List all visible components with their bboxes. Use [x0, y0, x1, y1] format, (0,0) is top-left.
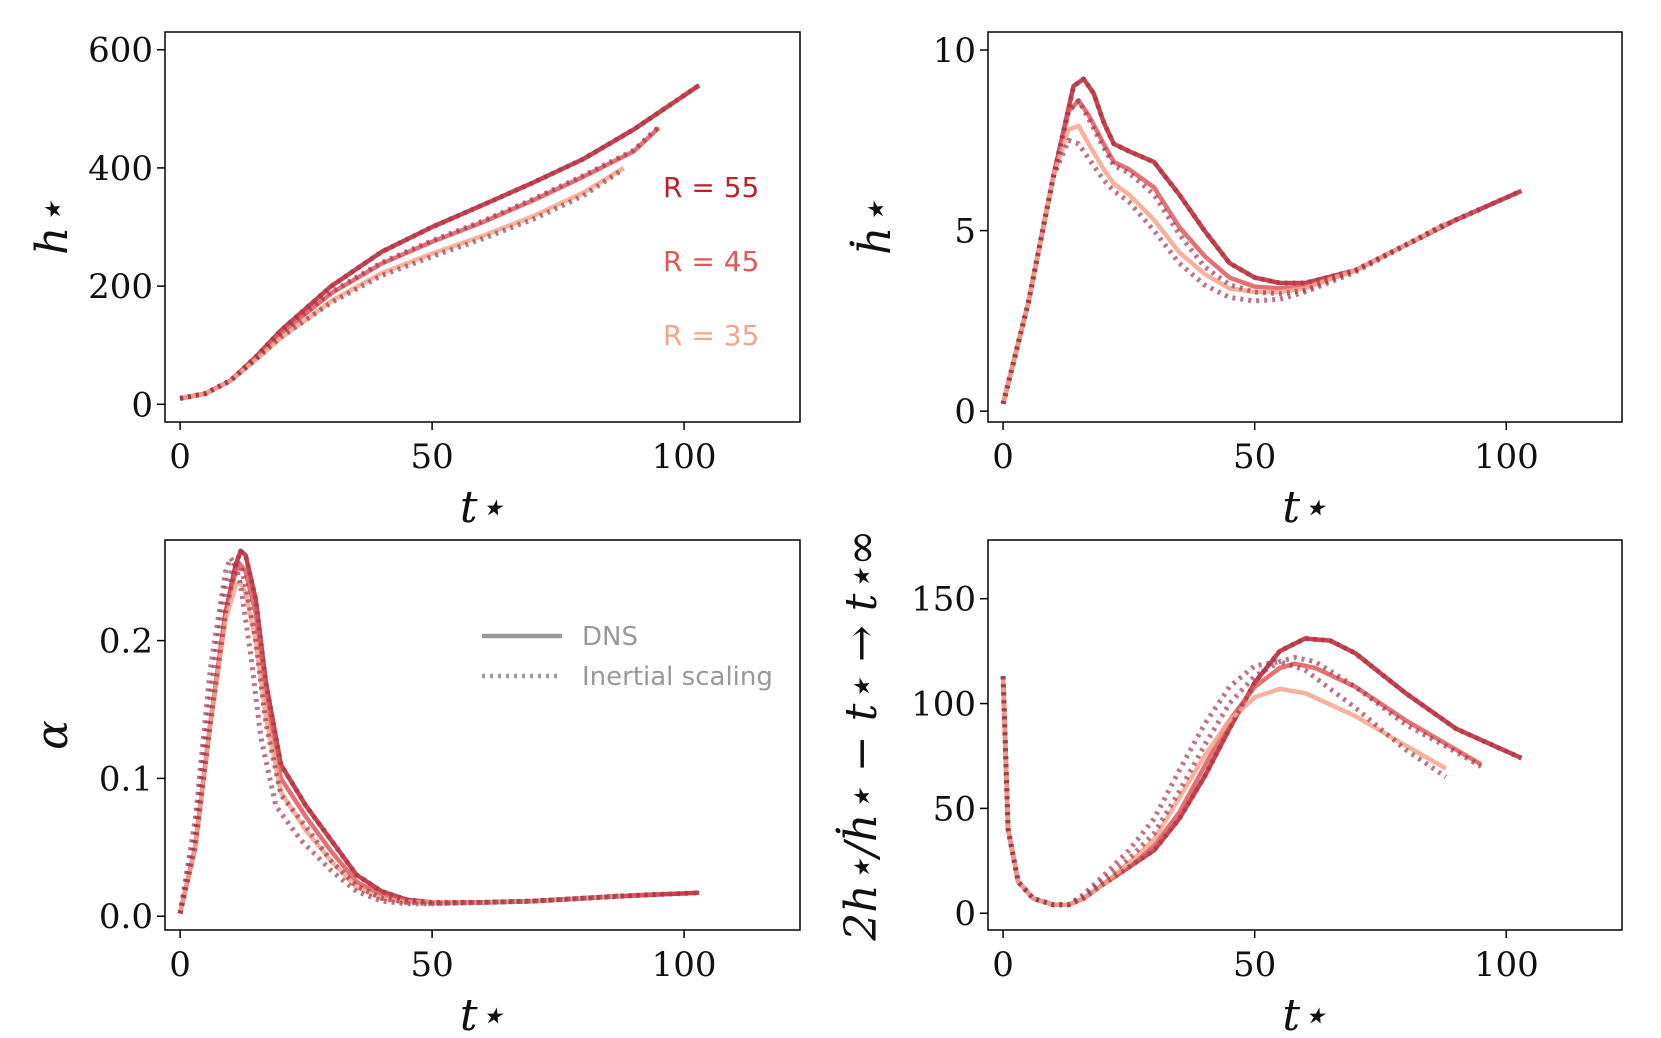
x-tick-label: 100 — [1474, 437, 1539, 477]
series-line-R55-inertial — [177, 548, 700, 915]
y-tick-label: 50 — [933, 789, 976, 829]
legend-entry-label: Inertial scaling — [582, 662, 773, 692]
y-tick-label: 200 — [88, 267, 153, 307]
series-line-R45-dns — [1000, 98, 1482, 405]
x-tick-label: 0 — [169, 437, 191, 477]
r-annotation: R = 55 — [663, 171, 759, 204]
y-axis-label: α — [27, 720, 78, 750]
x-tick-label: 50 — [410, 437, 453, 477]
panel-2: 0 50 100 0 5 10 t⋆ ḣ⋆ — [848, 31, 1623, 533]
axes-frame — [987, 31, 1623, 423]
y-tick-label: 0.1 — [99, 759, 153, 799]
axes-frame — [164, 539, 801, 931]
series-line-R35-dns — [1000, 123, 1447, 405]
y-axis-label: 2h⋆/ḣ⋆ − t⋆ → t⋆∞ — [834, 529, 887, 941]
y-axis-label: ḣ⋆ — [848, 199, 901, 255]
x-tick-label: 50 — [1233, 437, 1276, 477]
y-tick-label: 0.0 — [99, 897, 153, 937]
y-tick-label: 0 — [954, 392, 976, 432]
y-tick-label: 150 — [911, 580, 976, 620]
r-annotation: R = 35 — [663, 319, 759, 352]
legend: DNS Inertial scaling — [482, 622, 773, 692]
y-tick-label: 100 — [911, 685, 976, 725]
panel-1: 0 50 100 0 200 400 600 t⋆ h⋆ R = 55 R = 45 R = 35 — [27, 31, 801, 533]
series-line-R45-inertial — [1000, 654, 1483, 908]
y-tick-label: 0 — [954, 894, 976, 934]
x-tick-label: 50 — [1233, 945, 1276, 985]
y-tick-label: 10 — [933, 31, 976, 71]
y-tick-label: 0 — [131, 385, 153, 425]
series-line-R35-dns — [1000, 676, 1448, 908]
panel-4: 0 50 100 0 50 100 150 t⋆ 2h⋆/ḣ⋆ − t⋆ → t⋆∞ — [834, 529, 1623, 1038]
y-tick-label: 600 — [88, 31, 153, 71]
x-axis-label: t⋆ — [1282, 482, 1327, 533]
r-annotation: R = 45 — [663, 245, 759, 278]
series-line-R35-inertial — [179, 167, 625, 401]
y-tick-label: 5 — [954, 212, 976, 252]
series-line-R35-dns — [177, 580, 624, 915]
axes-frame — [987, 539, 1623, 931]
series-line-R55-inertial — [1000, 76, 1523, 405]
x-tick-label: 0 — [169, 945, 191, 985]
y-axis-label: h⋆ — [27, 199, 78, 255]
x-axis-label: t⋆ — [460, 990, 505, 1038]
panel-3: 0 50 100 0.0 0.1 0.2 t⋆ α DNS Inertial scaling — [27, 539, 801, 1038]
x-tick-label: 0 — [992, 437, 1014, 477]
x-tick-label: 100 — [652, 945, 717, 985]
x-axis-label: t⋆ — [460, 482, 505, 533]
x-tick-label: 100 — [1474, 945, 1539, 985]
axes-frame — [164, 31, 801, 423]
series-line-R35-inertial — [1000, 137, 1448, 405]
x-axis-label: t⋆ — [1282, 990, 1327, 1038]
y-tick-label: 0.2 — [99, 622, 153, 662]
series-line-R45-inertial — [179, 124, 661, 401]
series-line-R35-inertial — [1000, 659, 1448, 908]
y-tick-label: 400 — [88, 149, 153, 189]
series-line-R35-inertial — [177, 555, 624, 914]
x-tick-label: 50 — [410, 945, 453, 985]
legend-entry-label: DNS — [582, 622, 638, 652]
series-line-R55-dns — [179, 83, 701, 401]
x-tick-label: 0 — [992, 945, 1014, 985]
x-tick-label: 100 — [652, 437, 717, 477]
series-line-R45-dns — [1000, 661, 1483, 908]
series-line-R45-inertial — [1000, 98, 1483, 405]
